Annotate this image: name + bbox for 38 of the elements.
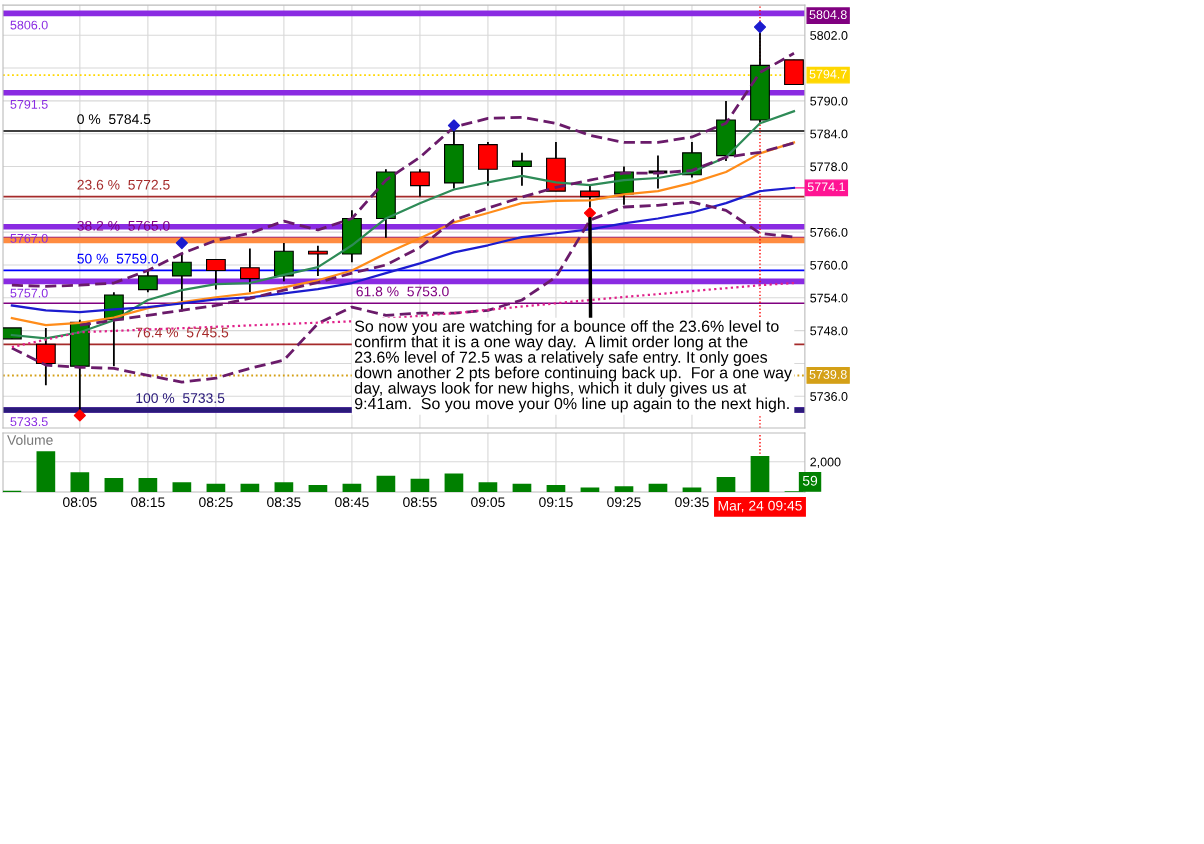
x-tick-label: 09:15 [539,497,573,508]
annotation: So now you are watching for a bounce off the 23.6% level to confirm that it is a one way day. A limit order long at the 23.6% level of 72.5 was a relatively safe entry. It only goes down another 2 pts before continuing back up. For a one way day, always look for new highs, which it duly gives us at 9:41am. So you move your 0% line up again to the next high. [354,320,792,413]
ref-line-label: 5739.8 [809,369,847,379]
x-tick-label: 08:15 [131,497,165,508]
x-tick-label: 08:25 [199,497,233,508]
y-tick-label: 5778.0 [810,162,848,172]
y-tick-label: 5748.0 [810,326,848,336]
ref-line-label: 100 % 5733.5 [136,393,225,404]
ref-line-label: 5794.7 [809,69,847,79]
x-tick-label: 09:35 [675,497,709,508]
ref-line-label: 5791.5 [10,99,48,109]
text: 5804.8 [809,10,847,20]
text: Mar, 24 09:45 [718,500,802,513]
y-tick-label: 5802.0 [810,31,848,40]
y-tick-label: 5766.0 [810,227,848,237]
annotation: 5774.1 [807,182,845,192]
x-tick-label: 08:35 [267,497,301,508]
y-tick-label: 5790.0 [810,96,848,106]
data-label: 59 [802,475,818,486]
y-tick-label: 2,000 [810,457,841,468]
y-tick-label: 5754.0 [810,293,848,303]
ref-line-label: 0 % 5784.5 [77,114,151,125]
ref-line-label: 50 % 5759.0 [77,253,159,264]
chart-title: Volume [7,434,53,445]
ref-line-label: 76.4 % 5745.5 [136,327,229,338]
y-tick-label: 5784.0 [810,129,848,139]
x-tick-label: 09:05 [471,497,505,508]
ref-line-label: 5757.0 [10,288,48,298]
ref-line-label: 5733.5 [10,417,48,427]
x-tick-label: 08:45 [335,497,369,508]
ref-line-label: 23.6 % 5772.5 [77,179,170,190]
y-tick-label: 5736.0 [810,392,848,401]
x-tick-label: 09:25 [607,497,641,508]
ref-line-label: 61.8 % 5753.0 [356,286,449,297]
x-tick-label: 08:05 [63,497,97,508]
x-tick-label: 08:55 [403,497,437,508]
y-tick-label: 5760.0 [810,260,848,270]
ref-line-label: 5806.0 [10,20,48,30]
